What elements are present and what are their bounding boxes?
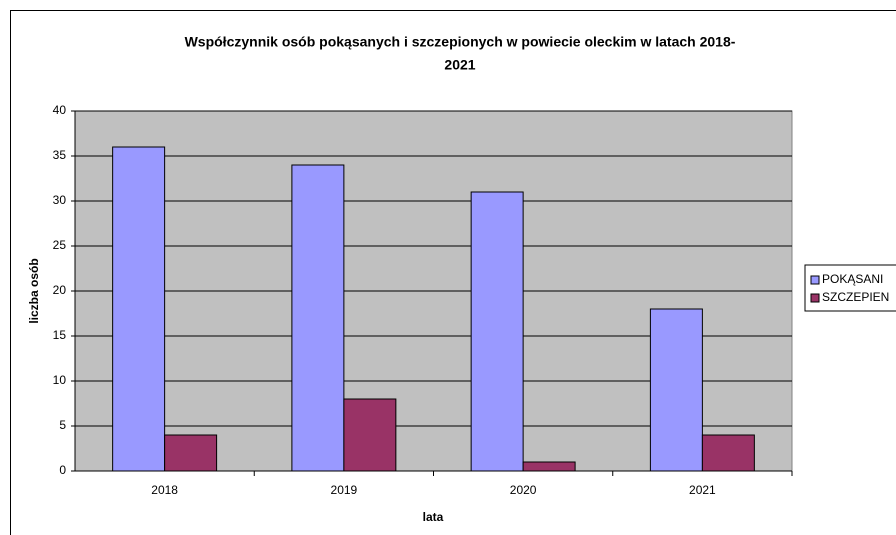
bar	[164, 434, 218, 472]
y-tick-label: 40	[53, 103, 67, 117]
bar	[291, 164, 345, 472]
y-tick-label: 35	[53, 148, 67, 162]
legend-label: POKĄSANI	[822, 272, 883, 286]
bar	[649, 308, 703, 472]
x-tick-label: 2020	[510, 483, 537, 497]
y-axis-label: liczba osób	[27, 258, 41, 323]
legend-swatch	[810, 275, 820, 285]
y-tick-label: 15	[53, 328, 67, 342]
bar	[112, 146, 166, 472]
bar	[701, 434, 755, 472]
bar	[470, 191, 524, 472]
x-tick-label: 2018	[151, 483, 178, 497]
legend-box	[804, 264, 896, 312]
y-tick-label: 10	[53, 373, 67, 387]
legend-label: SZCZEPIEN	[822, 290, 889, 304]
x-tick-label: 2021	[689, 483, 716, 497]
chart-title: Współczynnik osób pokąsanych i szczepion…	[185, 34, 736, 50]
y-tick-label: 25	[53, 238, 67, 252]
y-tick-label: 0	[59, 463, 66, 477]
y-tick-label: 5	[59, 418, 66, 432]
bar	[343, 398, 397, 472]
x-tick-label: 2019	[331, 483, 358, 497]
y-tick-label: 20	[53, 283, 67, 297]
legend-swatch	[810, 293, 820, 303]
x-axis-label: lata	[423, 510, 444, 524]
chart-title: 2021	[444, 57, 475, 73]
bar	[522, 461, 576, 472]
y-tick-label: 30	[53, 193, 67, 207]
